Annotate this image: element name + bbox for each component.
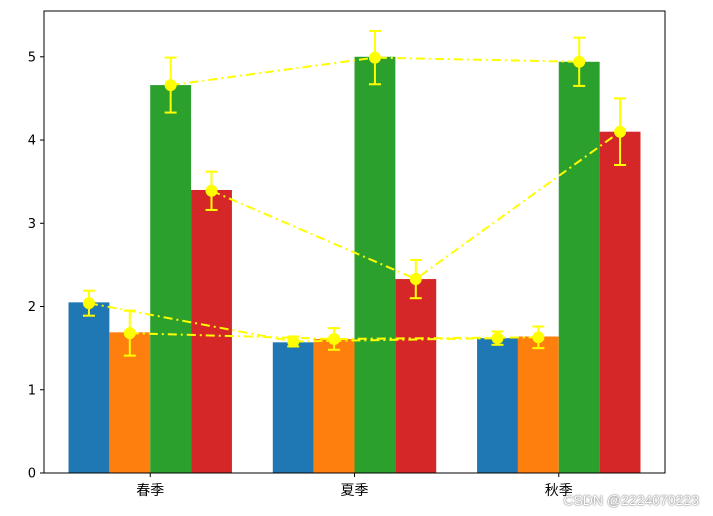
bar-s0-c2: [477, 338, 518, 473]
y-tick-label-1: 1: [28, 383, 36, 398]
marker-s3-c2: [614, 125, 627, 138]
watermark: CSDN @2224070223: [563, 492, 699, 508]
overlay-line-s2: [170, 56, 580, 87]
y-tick-label-0: 0: [28, 467, 36, 482]
marker-s2-c2: [573, 55, 586, 68]
bar-s3-c0: [191, 189, 232, 473]
y-tick-label-2: 2: [28, 300, 36, 315]
x-tick-label-2: 秋季: [545, 483, 573, 499]
marker-s0-c0: [82, 297, 95, 310]
bar-s1-c2: [517, 336, 559, 473]
marker-s2-c1: [368, 51, 381, 64]
marker-s0-c1: [287, 335, 300, 348]
bars-layer: [68, 56, 641, 473]
x-tick-label-0: 春季: [136, 483, 164, 499]
y-tick-label-3: 3: [28, 217, 36, 232]
bar-s2-c2: [558, 61, 600, 473]
marker-s2-c0: [164, 79, 177, 92]
markers-layer: [82, 51, 627, 348]
marker-s3-c0: [205, 184, 218, 197]
marker-s1-c2: [532, 331, 545, 344]
marker-s0-c2: [491, 332, 504, 345]
bar-s3-c1: [395, 279, 437, 473]
overlay-line-s3: [211, 130, 621, 281]
bar-s2-c0: [150, 85, 192, 473]
overlay-line-s0: [88, 302, 498, 343]
x-axis: 春季 夏季 秋季: [136, 473, 573, 499]
marker-s1-c0: [123, 327, 136, 340]
marker-s1-c1: [328, 332, 341, 345]
y-tick-label-5: 5: [28, 50, 36, 65]
marker-s3-c1: [409, 273, 422, 286]
y-axis: 0 1 2 3 4 5: [28, 50, 44, 482]
x-tick-label-1: 夏季: [341, 483, 369, 499]
bar-s0-c1: [272, 342, 314, 473]
bar-s0-c0: [68, 302, 110, 473]
bar-s2-c1: [354, 56, 396, 473]
bar-s3-c2: [599, 131, 641, 473]
bar-s1-c1: [313, 338, 355, 473]
y-tick-label-4: 4: [28, 134, 36, 149]
